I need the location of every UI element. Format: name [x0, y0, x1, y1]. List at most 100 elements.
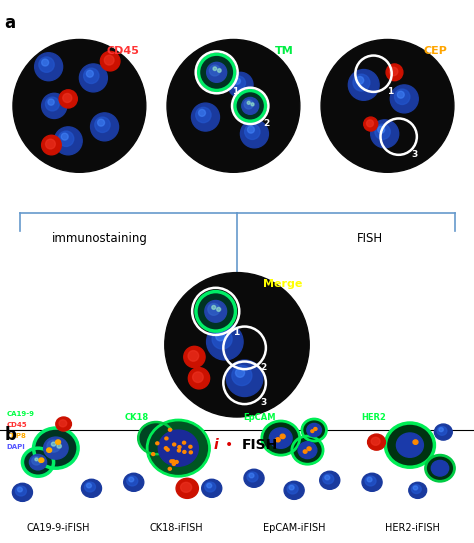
Text: b: b	[5, 426, 17, 444]
Circle shape	[124, 473, 144, 491]
Text: EpCAM: EpCAM	[243, 413, 275, 422]
Circle shape	[368, 434, 385, 450]
Circle shape	[83, 68, 99, 84]
Circle shape	[42, 135, 61, 155]
Circle shape	[218, 69, 221, 72]
Circle shape	[47, 440, 60, 452]
Circle shape	[210, 65, 220, 76]
Circle shape	[397, 91, 404, 98]
Circle shape	[32, 457, 41, 465]
Circle shape	[192, 372, 203, 382]
Circle shape	[170, 460, 173, 463]
Circle shape	[302, 419, 327, 441]
Circle shape	[213, 67, 217, 71]
Circle shape	[289, 485, 294, 490]
Circle shape	[63, 93, 72, 103]
Circle shape	[205, 300, 227, 322]
Circle shape	[15, 486, 27, 496]
Circle shape	[307, 447, 311, 451]
Circle shape	[183, 451, 186, 453]
Circle shape	[48, 99, 54, 105]
Circle shape	[199, 109, 205, 116]
Circle shape	[207, 324, 243, 360]
Circle shape	[54, 127, 82, 155]
Circle shape	[188, 351, 199, 361]
Text: 3: 3	[412, 150, 418, 159]
Circle shape	[426, 455, 455, 481]
Circle shape	[100, 52, 120, 71]
Circle shape	[207, 62, 227, 83]
Circle shape	[91, 113, 118, 141]
Circle shape	[39, 459, 42, 462]
Circle shape	[390, 85, 418, 113]
Circle shape	[437, 426, 447, 435]
Text: CD45: CD45	[7, 422, 27, 428]
Circle shape	[42, 59, 49, 66]
Circle shape	[362, 473, 382, 491]
Circle shape	[371, 120, 399, 148]
Circle shape	[434, 424, 452, 440]
Text: 1: 1	[232, 87, 238, 97]
Circle shape	[196, 292, 236, 331]
Circle shape	[175, 460, 178, 463]
Circle shape	[394, 89, 410, 104]
Circle shape	[22, 448, 54, 476]
Circle shape	[298, 441, 317, 459]
Text: Merge: Merge	[263, 280, 302, 289]
Circle shape	[173, 443, 176, 446]
Circle shape	[385, 423, 434, 467]
Circle shape	[284, 481, 304, 500]
Circle shape	[207, 483, 212, 488]
Circle shape	[205, 482, 216, 492]
Circle shape	[59, 420, 67, 427]
Circle shape	[232, 76, 246, 90]
Circle shape	[182, 441, 186, 444]
Circle shape	[409, 482, 427, 498]
Circle shape	[216, 332, 225, 341]
Circle shape	[303, 450, 307, 453]
Circle shape	[202, 479, 222, 497]
Circle shape	[61, 133, 68, 140]
Circle shape	[247, 102, 250, 104]
Circle shape	[166, 449, 169, 451]
Text: CA19-9-iFISH: CA19-9-iFISH	[27, 523, 90, 533]
Circle shape	[199, 54, 235, 91]
Circle shape	[249, 473, 254, 478]
Circle shape	[57, 444, 62, 448]
Text: EpCAM-iFISH: EpCAM-iFISH	[263, 523, 325, 533]
Circle shape	[196, 108, 211, 123]
Circle shape	[307, 424, 321, 437]
Circle shape	[188, 368, 210, 389]
Circle shape	[371, 437, 380, 445]
Text: CEP8: CEP8	[7, 433, 27, 439]
Circle shape	[104, 55, 114, 65]
Circle shape	[364, 117, 378, 131]
Circle shape	[396, 433, 423, 457]
Circle shape	[86, 70, 93, 77]
Circle shape	[232, 365, 252, 386]
Circle shape	[367, 477, 372, 482]
Circle shape	[46, 139, 55, 149]
Circle shape	[375, 124, 390, 140]
Text: FISH: FISH	[357, 232, 383, 245]
Circle shape	[366, 120, 374, 127]
Circle shape	[269, 428, 292, 449]
Circle shape	[18, 488, 22, 492]
Text: 3: 3	[260, 398, 266, 407]
Circle shape	[413, 440, 418, 444]
Circle shape	[189, 445, 192, 448]
Circle shape	[228, 72, 253, 98]
Circle shape	[34, 428, 78, 468]
Circle shape	[191, 103, 219, 131]
Text: DAPI: DAPI	[7, 444, 26, 450]
Circle shape	[181, 482, 191, 493]
Circle shape	[378, 126, 385, 133]
Circle shape	[176, 478, 199, 498]
Circle shape	[325, 475, 330, 480]
Circle shape	[152, 453, 155, 456]
Text: •: •	[225, 438, 233, 452]
Circle shape	[167, 40, 300, 172]
Circle shape	[168, 468, 172, 470]
Circle shape	[172, 460, 175, 463]
Text: HER2-iFISH: HER2-iFISH	[385, 523, 439, 533]
